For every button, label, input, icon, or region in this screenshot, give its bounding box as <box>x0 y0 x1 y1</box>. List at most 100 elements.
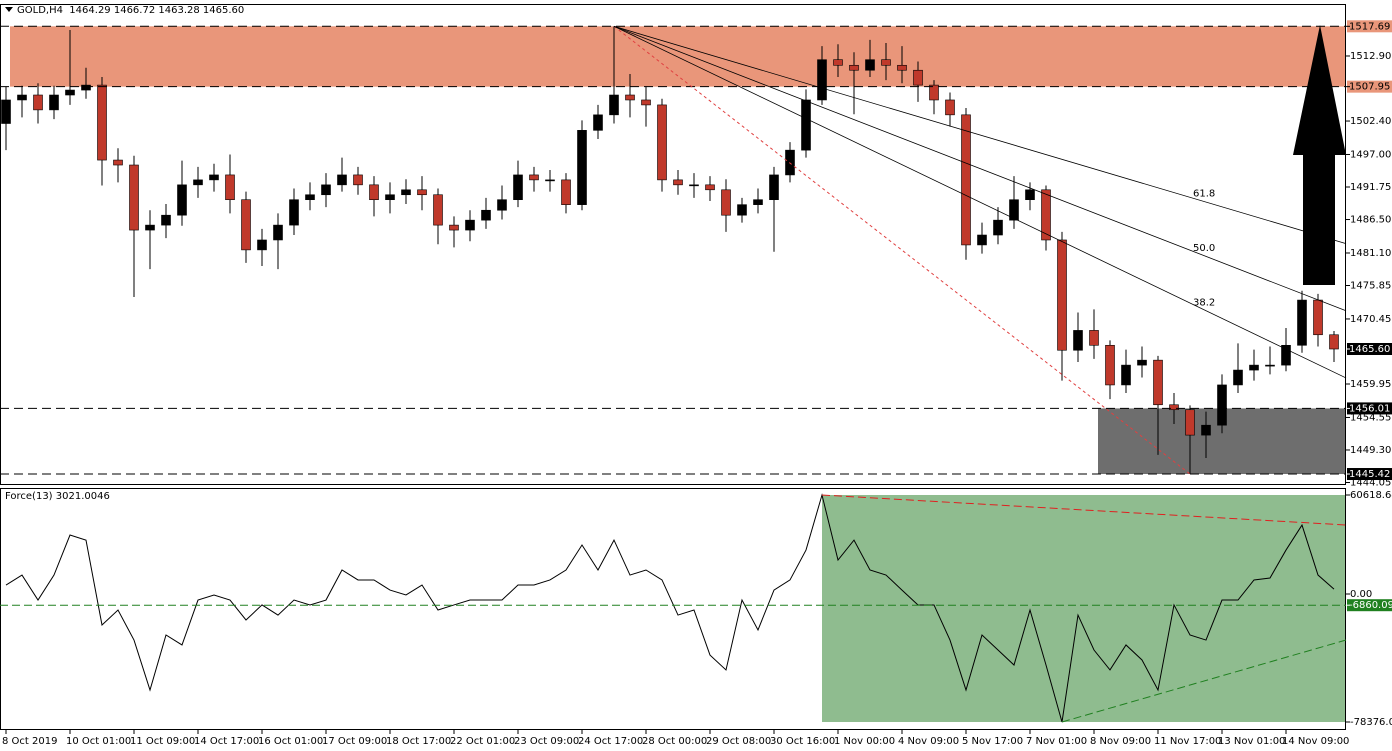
candle-body <box>881 59 891 66</box>
candle-body <box>865 59 875 71</box>
candle-body <box>161 214 171 226</box>
x-tick-label: 28 Oct 00:00 <box>642 736 707 747</box>
y-tick-label: 1502.40 <box>1350 116 1391 127</box>
candle-body <box>945 99 955 116</box>
y-tick-label: 1497.00 <box>1350 149 1391 160</box>
level-label: 1456.01 <box>1349 403 1390 414</box>
price-frame <box>0 4 1346 485</box>
x-tick-label: 30 Oct 16:00 <box>770 736 835 747</box>
fan-baseline <box>613 25 1191 475</box>
x-tick-label: 8 Nov 09:00 <box>1090 736 1151 747</box>
candle-body <box>753 199 763 205</box>
candle-body <box>17 94 27 101</box>
candle-body <box>417 189 427 196</box>
level-tag <box>1347 80 1392 93</box>
x-tick-label: 22 Oct 01:00 <box>450 736 515 747</box>
y-tick-label: 1481.10 <box>1350 248 1391 259</box>
level-tag <box>1347 20 1392 33</box>
candle-body <box>1025 189 1035 201</box>
candle-body <box>257 239 267 251</box>
candle-body <box>433 194 443 226</box>
candle-body <box>1233 369 1243 386</box>
x-tick-label: 11 Nov 17:00 <box>1154 736 1221 747</box>
candle-body <box>1249 364 1259 371</box>
candle-body <box>1009 199 1019 221</box>
force-resistance-trend <box>821 494 1347 526</box>
candle-body <box>1041 189 1051 241</box>
x-tick-label: 10 Oct 01:00 <box>66 736 131 747</box>
level-tag <box>1347 402 1392 415</box>
candle-body <box>641 99 651 106</box>
candle-body <box>929 84 939 101</box>
candle-body <box>1121 364 1131 386</box>
y-tick-label: 1470.45 <box>1350 314 1391 325</box>
up-arrow <box>1293 25 1346 285</box>
force-line <box>5 493 1335 723</box>
candle-body <box>673 179 683 186</box>
x-tick-label: 17 Oct 09:00 <box>322 736 387 747</box>
candle-body <box>129 164 139 231</box>
y-tick-label: 1454.55 <box>1350 412 1391 423</box>
candle-body <box>1137 359 1147 366</box>
candle-body <box>353 174 363 186</box>
x-tick-label: 29 Oct 08:00 <box>706 736 771 747</box>
candle-body <box>193 179 203 186</box>
candle-body <box>1 99 11 124</box>
resistance-zone <box>10 26 1346 87</box>
candle-body <box>481 209 491 221</box>
y-tick-label: 1491.75 <box>1350 182 1391 193</box>
candle-body <box>833 59 843 66</box>
candle-body <box>577 130 587 205</box>
candle-body <box>1217 384 1227 426</box>
y-tick-label: 0.00 <box>1350 589 1372 600</box>
force-support-trend <box>1061 639 1347 723</box>
candle-body <box>273 224 283 241</box>
x-tick-label: 4 Nov 09:00 <box>898 736 959 747</box>
x-tick-label: 7 Nov 01:00 <box>1026 736 1087 747</box>
candle-body <box>321 184 331 196</box>
candle-body <box>993 219 1003 236</box>
x-tick-label: 14 Nov 09:00 <box>1282 736 1349 747</box>
candle-body <box>289 199 299 226</box>
candle-body <box>609 94 619 116</box>
force-title: Force(13) 3021.0046 <box>5 491 110 502</box>
y-tick-label: -78376.01 <box>1350 717 1392 728</box>
candle-body <box>177 184 187 216</box>
candle-body <box>977 234 987 246</box>
level-label: 1445.42 <box>1349 469 1390 480</box>
candle-body <box>113 159 123 166</box>
fan-label: 50.0 <box>1193 243 1215 254</box>
x-tick-label: 5 Nov 17:00 <box>962 736 1023 747</box>
candle-body <box>209 174 219 181</box>
y-tick-label: 1512.90 <box>1350 51 1391 62</box>
candle-body <box>465 219 475 231</box>
candle-body <box>401 189 411 196</box>
candle-body <box>689 184 699 187</box>
x-tick-label: 24 Oct 17:00 <box>578 736 643 747</box>
price-title: GOLD,H4 1464.29 1466.72 1463.28 1465.60 <box>17 5 244 16</box>
y-tick-label: 1459.95 <box>1350 379 1391 390</box>
x-tick-label: 16 Oct 01:00 <box>258 736 323 747</box>
marks-layer <box>1 26 1339 723</box>
candle-body <box>561 179 571 205</box>
level-label: 1507.95 <box>1349 82 1390 93</box>
fan-line <box>613 25 1347 379</box>
x-tick-label: 11 Oct 09:00 <box>130 736 195 747</box>
candle-body <box>1169 404 1179 411</box>
candle-body <box>897 64 907 71</box>
candle-body <box>817 59 827 101</box>
candle-body <box>241 199 251 251</box>
overlay-layer: GOLD,H4 1464.29 1466.72 1463.28 1465.60 … <box>0 4 1392 747</box>
y-tick-label: 1444.05 <box>1350 478 1391 489</box>
level-tag <box>1347 599 1392 612</box>
candle-body <box>1313 299 1323 336</box>
candle-body <box>33 94 43 111</box>
candle-body <box>305 194 315 201</box>
candle-body <box>225 174 235 201</box>
y-tick-label: 1475.85 <box>1350 281 1391 292</box>
fan-label: 61.8 <box>1193 188 1215 199</box>
candle-body <box>65 89 75 96</box>
candle-body <box>449 224 459 231</box>
candle-body <box>49 94 59 111</box>
